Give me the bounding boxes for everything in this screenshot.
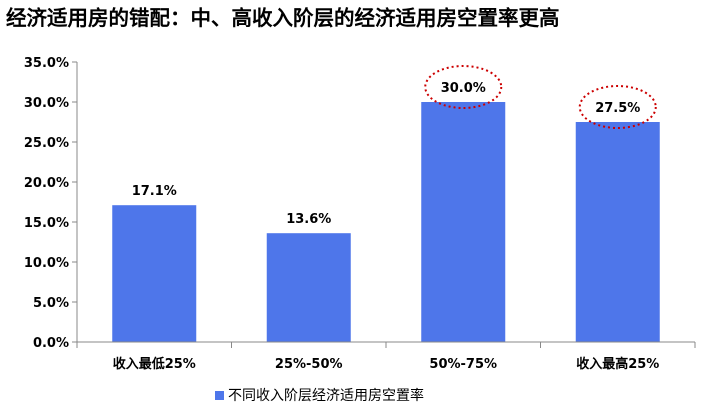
y-axis-ticks: 0.0% 5.0% 10.0% 15.0% 20.0% 25.0% 30.0% 35.0%: [24, 56, 77, 351]
x-tick-label: 50%-75%: [429, 357, 497, 372]
legend: 不同收入阶层经济适用房空置率: [215, 384, 424, 406]
data-label: 27.5%: [595, 101, 640, 116]
legend-swatch: [215, 390, 224, 400]
bar: [421, 102, 506, 342]
x-tick-label: 25%-50%: [275, 357, 343, 372]
y-tick-label: 0.0%: [33, 336, 69, 351]
axes: [76, 62, 696, 348]
data-labels: 17.1% 13.6% 30.0% 27.5%: [132, 81, 641, 227]
data-label: 17.1%: [132, 184, 177, 199]
bar: [112, 205, 197, 342]
highlight-ellipses: [424, 65, 657, 129]
y-tick-label: 25.0%: [24, 136, 69, 151]
chart-title: 经济适用房的错配：中、高收入阶层的经济适用房空置率更高: [6, 6, 560, 30]
highlight-ellipse: [424, 65, 503, 109]
data-label: 30.0%: [441, 81, 486, 96]
bars: [112, 102, 660, 342]
y-tick-label: 30.0%: [24, 96, 69, 111]
data-label: 13.6%: [286, 212, 331, 227]
bar: [575, 122, 660, 342]
highlight-ellipse: [578, 85, 657, 129]
x-tick-label: 收入最低25%: [113, 356, 196, 372]
y-tick-label: 35.0%: [24, 56, 69, 71]
legend-label: 不同收入阶层经济适用房空置率: [228, 388, 424, 404]
y-tick-label: 5.0%: [33, 296, 69, 311]
x-axis-labels: 收入最低25% 25%-50% 50%-75% 收入最高25%: [113, 356, 660, 372]
y-tick-label: 10.0%: [24, 256, 69, 271]
y-tick-label: 20.0%: [24, 176, 69, 191]
y-tick-label: 15.0%: [24, 216, 69, 231]
x-tick-label: 收入最高25%: [576, 356, 659, 372]
bar: [266, 233, 351, 342]
